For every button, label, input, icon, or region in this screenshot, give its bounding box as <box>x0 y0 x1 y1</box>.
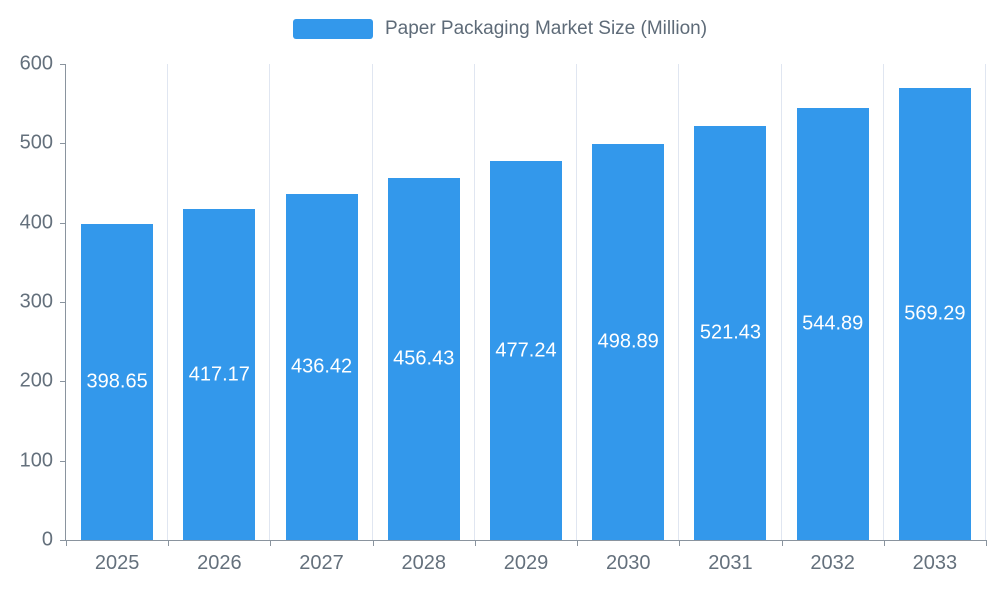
gridline <box>678 64 680 540</box>
x-axis-label-2031: 2031 <box>708 552 753 574</box>
x-axis-label-2028: 2028 <box>401 552 447 574</box>
x-axis-tick <box>577 540 579 546</box>
y-axis-tick <box>60 64 66 65</box>
x-axis-tick <box>883 540 885 546</box>
x-axis-label-2032: 2032 <box>810 552 855 574</box>
bar-2029[interactable] <box>490 161 562 540</box>
x-axis-label-2029: 2029 <box>503 552 549 574</box>
y-axis-tick <box>60 143 66 145</box>
bar-2031[interactable] <box>694 126 767 540</box>
bar-2028[interactable] <box>387 177 460 540</box>
bar-2030[interactable] <box>592 144 665 540</box>
gridline <box>473 64 475 540</box>
x-axis-tick <box>372 540 374 546</box>
x-axis-tick <box>66 540 67 546</box>
y-axis-label: 400 <box>19 211 53 234</box>
gridline <box>882 64 884 540</box>
gridline <box>269 64 271 540</box>
gridline <box>576 64 578 540</box>
x-axis-tick <box>168 540 170 546</box>
bar-2027[interactable] <box>285 193 358 540</box>
bar-2025[interactable] <box>81 223 154 540</box>
bar-2032[interactable] <box>796 107 869 540</box>
y-axis-tick <box>60 381 66 383</box>
y-axis-tick <box>60 222 66 224</box>
x-axis-label-2025: 2025 <box>94 552 140 574</box>
x-axis-label-2026: 2026 <box>197 552 242 574</box>
y-axis-label: 200 <box>19 369 53 392</box>
x-axis-label-2027: 2027 <box>299 552 344 574</box>
bar-2026[interactable] <box>183 209 256 540</box>
x-axis-tick <box>679 540 681 546</box>
plot-area: 398.65 417.17 436.42 456.43 477.24 498.89 521.… <box>20 53 987 574</box>
gridline <box>167 64 169 540</box>
x-axis-tick <box>474 540 476 546</box>
gridline <box>371 64 373 540</box>
y-axis-tick <box>60 540 66 541</box>
y-axis-label: 0 <box>41 528 53 551</box>
legend-swatch-icon <box>292 19 373 39</box>
y-axis-tick <box>60 302 66 303</box>
y-axis-label: 300 <box>19 290 53 313</box>
x-axis-label-2033: 2033 <box>912 552 958 574</box>
gridline <box>780 64 782 540</box>
bar-2033[interactable] <box>898 88 971 540</box>
y-axis-label: 500 <box>19 131 53 154</box>
x-axis-tick <box>270 540 272 546</box>
legend-label: Paper Packaging Market Size (Million) <box>384 18 708 39</box>
gridline <box>985 64 986 540</box>
x-axis-label-2030: 2030 <box>605 552 651 574</box>
y-axis-tick <box>60 460 66 462</box>
chart-legend[interactable]: Paper Packaging Market Size (Million) <box>0 18 1000 40</box>
x-axis-tick <box>781 540 783 546</box>
y-axis-label: 100 <box>19 449 53 472</box>
y-axis-label: 600 <box>19 52 53 75</box>
x-axis-tick <box>986 540 987 546</box>
